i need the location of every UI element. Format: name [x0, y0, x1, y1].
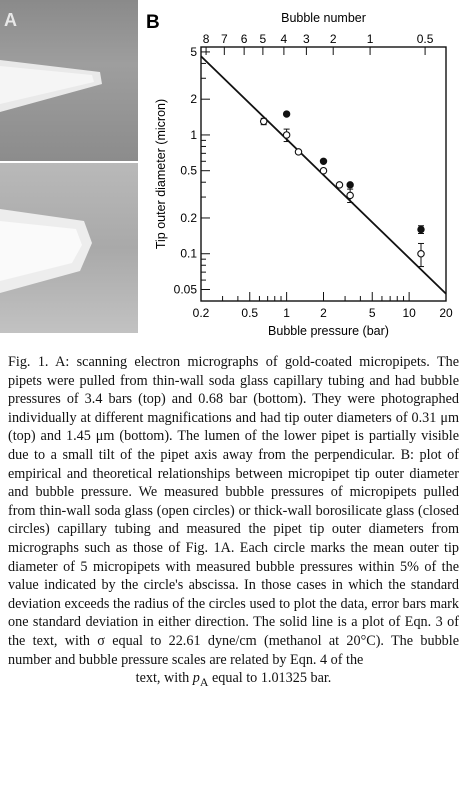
top-tick-label: 4 [281, 32, 288, 46]
x-tick-label: 20 [439, 306, 453, 320]
data-point-open [335, 181, 344, 189]
data-point-open [346, 191, 354, 200]
x-tick-label: 0.2 [193, 306, 210, 320]
data-point-open [282, 131, 291, 139]
x-tick-label: 0.5 [241, 306, 258, 320]
x-axis-title: Bubble pressure (bar) [268, 324, 389, 338]
pipet-tip-top-image [0, 60, 102, 112]
data-point-filled [346, 181, 354, 189]
top-tick-label: 8 [203, 32, 210, 46]
data-point-open [417, 249, 425, 258]
x-tick-label: 5 [369, 306, 376, 320]
x-tick-label: 2 [320, 306, 327, 320]
top-tick-label: 5 [260, 32, 267, 46]
top-tick-label: 2 [330, 32, 337, 46]
y-tick-label: 0.5 [180, 164, 197, 178]
data-point-filled [319, 157, 328, 165]
top-axis-title: Bubble number [281, 11, 366, 25]
top-tick-label: 1 [367, 32, 374, 46]
figure-1: A B 0.2 0.5 1 2 5 10 20 5 2 1 0.5 0.2 0.1 0.05 8 7 6 5 4 3 2 1… [0, 0, 465, 345]
caption-paragraph: Fig. 1. A: scanning electron micrographs… [8, 354, 459, 668]
theory-line [200, 55, 447, 295]
panel-a-label: A [4, 10, 17, 30]
x-tick-label: 1 [283, 306, 290, 320]
figure-caption: Fig. 1. A: scanning electron micrographs… [8, 353, 459, 692]
y-axis-title: Tip outer diameter (micron) [154, 99, 168, 249]
y-tick-label: 5 [190, 45, 197, 59]
top-tick-label: 7 [221, 32, 228, 46]
micrograph-bottom [0, 163, 138, 333]
data-point-open [319, 166, 328, 175]
data-point-open [259, 117, 268, 126]
top-tick-label: 3 [303, 32, 310, 46]
pipet-tip-bottom-image [0, 209, 92, 293]
y-tick-label: 0.05 [174, 282, 198, 296]
y-tick-label: 0.2 [180, 211, 197, 225]
top-tick-label: 0.5 [417, 32, 434, 46]
y-tick-label: 1 [190, 128, 197, 142]
top-tick-label: 6 [241, 32, 248, 46]
data-point-open [294, 148, 303, 156]
panel-label-b: B [146, 12, 160, 33]
caption-last-line: text, with pA equal to 1.01325 bar. [135, 670, 332, 689]
data-point-filled [417, 225, 425, 234]
y-tick-label: 2 [190, 92, 197, 106]
y-tick-label: 0.1 [180, 247, 197, 261]
data-point-filled [282, 110, 291, 118]
x-tick-label: 10 [402, 306, 416, 320]
micrograph-top: A [0, 0, 138, 161]
